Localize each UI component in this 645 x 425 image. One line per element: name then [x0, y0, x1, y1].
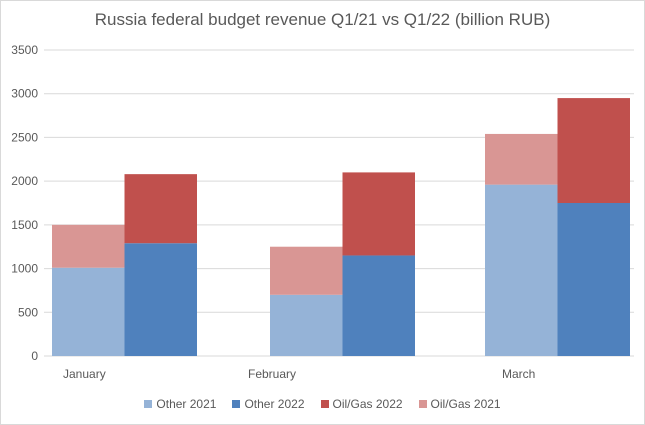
legend-item: Oil/Gas 2022	[320, 397, 403, 411]
y-tick-label: 3500	[11, 43, 38, 57]
legend-label: Oil/Gas 2022	[332, 397, 403, 411]
legend-item: Other 2021	[144, 397, 216, 411]
y-tick-label: 2000	[11, 174, 38, 188]
legend-swatch	[144, 400, 153, 408]
bar-oil-gas-2021	[52, 224, 125, 268]
bar-other-2021	[485, 184, 558, 356]
y-tick-label: 1500	[11, 218, 38, 232]
y-tick-label: 2500	[11, 130, 38, 144]
bar-other-2022	[124, 243, 197, 356]
y-tick-label: 3000	[11, 87, 38, 101]
y-tick-label: 500	[18, 305, 38, 319]
bar-oil-gas-2021	[485, 133, 558, 185]
bar-oil-gas-2022	[557, 98, 630, 203]
x-category-label: March	[502, 367, 535, 381]
legend-swatch	[320, 400, 329, 408]
legend-label: Other 2022	[244, 397, 305, 411]
bar-oil-gas-2022	[342, 172, 415, 256]
x-category-label: January	[63, 367, 106, 381]
legend-label: Other 2021	[156, 397, 217, 411]
x-category-label: February	[248, 367, 296, 381]
y-tick-label: 0	[31, 349, 38, 363]
legend-swatch	[418, 400, 427, 408]
legend-label: Oil/Gas 2021	[430, 397, 501, 411]
bar-oil-gas-2021	[270, 246, 343, 295]
legend: Other 2021 Other 2022 Oil/Gas 2022 Oil/Gas …	[0, 397, 645, 411]
y-tick-label: 1000	[11, 262, 38, 276]
bar-other-2021	[270, 294, 343, 356]
legend-item: Oil/Gas 2021	[418, 397, 501, 411]
chart-title: Russia federal budget revenue Q1/21 vs Q…	[94, 10, 551, 29]
bar-other-2022	[342, 255, 415, 356]
bar-oil-gas-2022	[124, 174, 197, 244]
legend-swatch	[232, 400, 241, 408]
bar-other-2022	[557, 203, 630, 356]
legend-item: Other 2022	[232, 397, 305, 411]
bar-other-2021	[52, 267, 125, 356]
